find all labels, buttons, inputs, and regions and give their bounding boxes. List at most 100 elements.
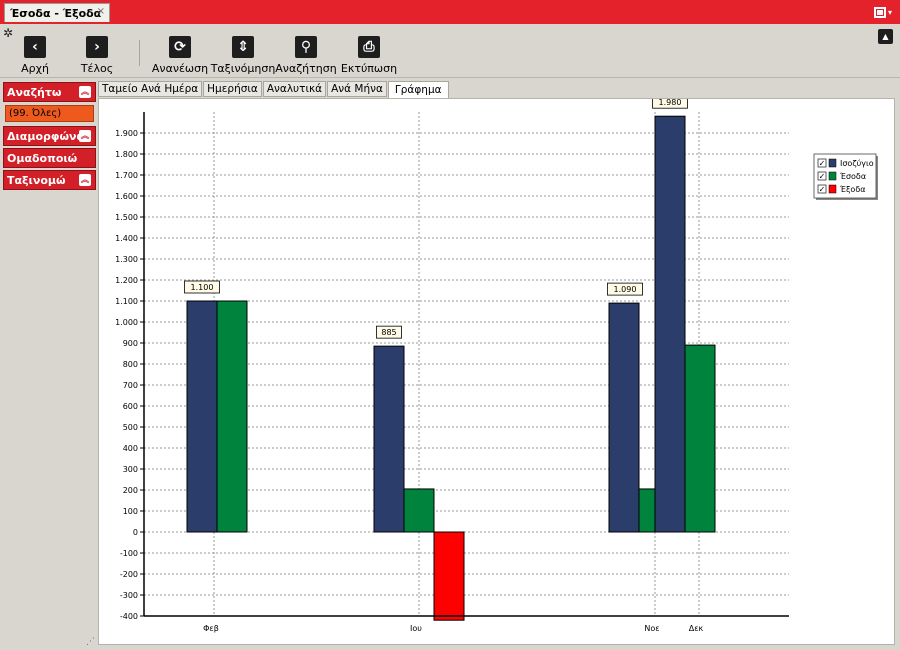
refresh-icon: ⟳ bbox=[169, 36, 191, 58]
window-icon bbox=[874, 6, 886, 18]
y-tick-label: -300 bbox=[120, 591, 138, 600]
double-chevron-up-icon[interactable]: ︽ bbox=[79, 130, 91, 142]
search-icon: ⚲ bbox=[295, 36, 317, 58]
chevron-left-icon: ‹ bbox=[24, 36, 46, 58]
bar-Ισοζύγιο-Νοε bbox=[608, 302, 640, 533]
x-tick-label: Δεκ bbox=[689, 624, 704, 633]
y-tick-label: 1.800 bbox=[115, 150, 138, 159]
y-tick-label: -100 bbox=[120, 549, 138, 558]
refresh-button-label: Ανανέωση bbox=[151, 62, 209, 75]
y-tick-label: 1.300 bbox=[115, 255, 138, 264]
sidebar: Αναζήτω ︽ (99. Όλες) Διαμορφώνω ︽ Ομαδοπ… bbox=[0, 79, 98, 650]
print-icon: ⎙ bbox=[358, 36, 380, 58]
data-label-box bbox=[607, 282, 643, 296]
first-button[interactable]: ‹ Αρχή bbox=[0, 36, 75, 75]
sidebar-section-search-label: Αναζήτω bbox=[7, 85, 62, 99]
document-tab[interactable]: Έσοδα - Έξοδα × bbox=[4, 3, 110, 22]
y-tick-label: 400 bbox=[123, 444, 138, 453]
tab-detailed[interactable]: Αναλυτικά bbox=[262, 81, 327, 97]
y-tick-label: -200 bbox=[120, 570, 138, 579]
chevron-down-icon: ▾ bbox=[888, 7, 893, 17]
bar-Έσοδα-Δεκ bbox=[684, 344, 716, 533]
y-tick-label: 900 bbox=[123, 339, 138, 348]
y-tick-label: 1.500 bbox=[115, 213, 138, 222]
data-label: 885 bbox=[381, 328, 396, 337]
tab-chart[interactable]: Γράφημα bbox=[387, 81, 449, 98]
sort-button[interactable]: ⇕ Ταξινόμηση bbox=[203, 36, 283, 75]
legend-swatch bbox=[828, 171, 837, 181]
y-tick-label: 300 bbox=[123, 465, 138, 474]
x-tick-label: Ιου bbox=[410, 624, 422, 633]
data-label: 1.100 bbox=[191, 283, 214, 292]
y-tick-label: 800 bbox=[123, 360, 138, 369]
legend-checkbox bbox=[817, 158, 827, 168]
check-icon: ✓ bbox=[819, 185, 826, 194]
last-button[interactable]: › Τέλος bbox=[57, 36, 137, 75]
y-tick-label: 1.600 bbox=[115, 192, 138, 201]
tab-monthly[interactable]: Ανά Μήνα bbox=[327, 81, 387, 97]
legend-checkbox bbox=[817, 171, 827, 181]
resize-grip-icon[interactable]: ⋰ bbox=[86, 637, 95, 647]
y-tick-label: 1.100 bbox=[115, 297, 138, 306]
data-label-box bbox=[184, 280, 220, 294]
chevron-up-icon: ▲ bbox=[882, 32, 889, 41]
bar-Έσοδα-Φεβ bbox=[216, 300, 248, 533]
y-tick-label: 100 bbox=[123, 507, 138, 516]
bar-Έξοδα-Ιου bbox=[433, 531, 465, 621]
y-tick-label: -400 bbox=[120, 612, 138, 621]
gear-icon[interactable]: ✲ bbox=[3, 26, 14, 40]
toolbar-separator bbox=[139, 40, 140, 66]
toolbar: ✲ ‹ Αρχή › Τέλος ⟳ Ανανέωση ⇕ Ταξινόμηση… bbox=[0, 24, 900, 78]
bar-Έσοδα-Ιου bbox=[403, 488, 435, 533]
y-tick-label: 0 bbox=[133, 528, 138, 537]
x-tick-label: Νοε bbox=[644, 624, 659, 633]
search-button-label: Αναζήτηση bbox=[275, 62, 337, 75]
legend-checkbox bbox=[817, 184, 827, 194]
tab-daily[interactable]: Ημερήσια bbox=[203, 81, 262, 97]
legend-swatch bbox=[828, 158, 837, 168]
bar-Ισοζύγιο-Φεβ bbox=[186, 300, 218, 533]
sidebar-section-group[interactable]: Ομαδοποιώ bbox=[3, 148, 96, 168]
y-tick-label: 1.000 bbox=[115, 318, 138, 327]
filter-value[interactable]: (99. Όλες) bbox=[5, 105, 94, 122]
bar-Ισοζύγιο-Ιου bbox=[373, 345, 405, 533]
search-button[interactable]: ⚲ Αναζήτηση bbox=[266, 36, 346, 75]
y-tick-label: 700 bbox=[123, 381, 138, 390]
sidebar-section-search[interactable]: Αναζήτω ︽ bbox=[3, 82, 96, 102]
view-tabs: Ταμείο Ανά Ημέρα Ημερήσια Αναλυτικά Ανά … bbox=[98, 81, 450, 98]
y-tick-label: 1.400 bbox=[115, 234, 138, 243]
double-chevron-up-icon[interactable]: ︽ bbox=[79, 86, 91, 98]
print-button[interactable]: ⎙ Εκτύπωση bbox=[329, 36, 409, 75]
legend-label: Έξοδα bbox=[839, 185, 866, 194]
legend-swatch bbox=[828, 184, 837, 194]
sort-icon: ⇕ bbox=[232, 36, 254, 58]
x-tick-label: Φεβ bbox=[203, 624, 219, 633]
bar-chart: 1.900 1.800 1.700 1.600 1.500 1.400 1.300 1.200… bbox=[115, 95, 878, 633]
print-button-label: Εκτύπωση bbox=[340, 62, 398, 75]
chevron-right-icon: › bbox=[86, 36, 108, 58]
tab-daily-cash[interactable]: Ταμείο Ανά Ημέρα bbox=[98, 81, 203, 97]
y-tick-label: 200 bbox=[123, 486, 138, 495]
sort-button-label: Ταξινόμηση bbox=[210, 62, 276, 75]
title-bar: Έσοδα - Έξοδα × ▾ bbox=[0, 0, 900, 24]
sidebar-section-sort[interactable]: Ταξινομώ ︽ bbox=[3, 170, 96, 190]
y-tick-label: 1.200 bbox=[115, 276, 138, 285]
sidebar-section-sort-label: Ταξινομώ bbox=[7, 173, 66, 187]
sidebar-section-format-label: Διαμορφώνω bbox=[7, 129, 87, 143]
check-icon: ✓ bbox=[819, 159, 826, 168]
sidebar-section-format[interactable]: Διαμορφώνω ︽ bbox=[3, 126, 96, 146]
legend-label: Έσοδα bbox=[839, 172, 866, 181]
chart-panel: 1.900 1.800 1.700 1.600 1.500 1.400 1.300 1.200… bbox=[98, 95, 895, 645]
window-menu-button[interactable]: ▾ bbox=[874, 4, 896, 20]
data-label: 1.980 bbox=[659, 99, 682, 107]
close-icon[interactable]: × bbox=[96, 6, 105, 17]
check-icon: ✓ bbox=[819, 172, 826, 181]
bar-Ισοζύγιο-Δεκ bbox=[654, 115, 686, 533]
double-chevron-up-icon[interactable]: ︽ bbox=[79, 174, 91, 186]
y-tick-label: 1.900 bbox=[115, 129, 138, 138]
first-button-label: Αρχή bbox=[21, 62, 49, 75]
refresh-button[interactable]: ⟳ Ανανέωση bbox=[140, 36, 220, 75]
y-tick-label: 1.700 bbox=[115, 171, 138, 180]
collapse-toolbar-button[interactable]: ▲ bbox=[878, 29, 893, 44]
data-label: 1.090 bbox=[614, 285, 637, 294]
